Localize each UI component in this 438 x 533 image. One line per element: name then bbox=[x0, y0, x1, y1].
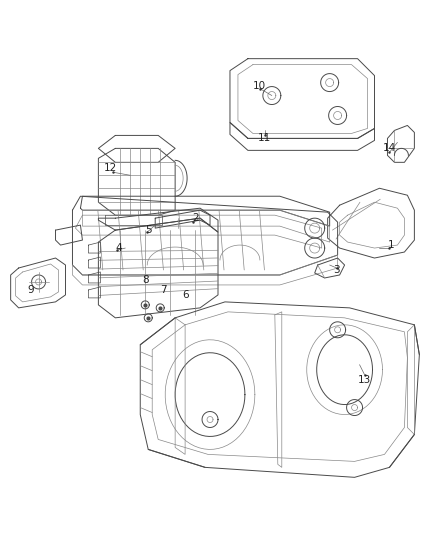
Text: 13: 13 bbox=[358, 375, 371, 385]
Text: 5: 5 bbox=[145, 225, 152, 235]
Text: 7: 7 bbox=[160, 285, 166, 295]
Text: 1: 1 bbox=[388, 240, 395, 250]
Text: 4: 4 bbox=[115, 243, 122, 253]
Text: 8: 8 bbox=[142, 275, 148, 285]
Text: 11: 11 bbox=[258, 133, 272, 143]
Text: 12: 12 bbox=[104, 163, 117, 173]
Text: 2: 2 bbox=[192, 213, 198, 223]
Text: 10: 10 bbox=[253, 80, 266, 91]
Text: 9: 9 bbox=[27, 285, 34, 295]
Text: 14: 14 bbox=[383, 143, 396, 154]
Text: 6: 6 bbox=[182, 290, 188, 300]
Text: 3: 3 bbox=[333, 265, 340, 275]
